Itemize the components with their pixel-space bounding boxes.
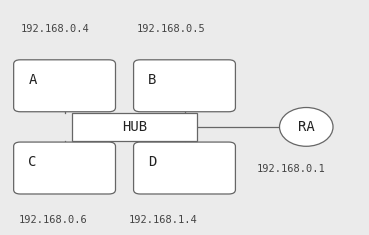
Text: C: C bbox=[28, 155, 37, 169]
Text: RA: RA bbox=[298, 120, 315, 134]
FancyBboxPatch shape bbox=[14, 142, 115, 194]
Text: 192.168.1.4: 192.168.1.4 bbox=[129, 215, 198, 225]
FancyBboxPatch shape bbox=[134, 60, 235, 112]
Text: D: D bbox=[148, 155, 157, 169]
Text: A: A bbox=[28, 73, 37, 87]
FancyBboxPatch shape bbox=[14, 60, 115, 112]
Text: 192.168.0.1: 192.168.0.1 bbox=[256, 164, 325, 174]
Text: 192.168.0.4: 192.168.0.4 bbox=[20, 24, 89, 34]
Text: HUB: HUB bbox=[122, 120, 147, 134]
Text: B: B bbox=[148, 73, 157, 87]
Bar bbox=[72, 113, 197, 141]
Text: 192.168.0.6: 192.168.0.6 bbox=[18, 215, 87, 225]
FancyBboxPatch shape bbox=[134, 142, 235, 194]
Ellipse shape bbox=[280, 107, 333, 146]
Text: 192.168.0.5: 192.168.0.5 bbox=[137, 24, 205, 34]
